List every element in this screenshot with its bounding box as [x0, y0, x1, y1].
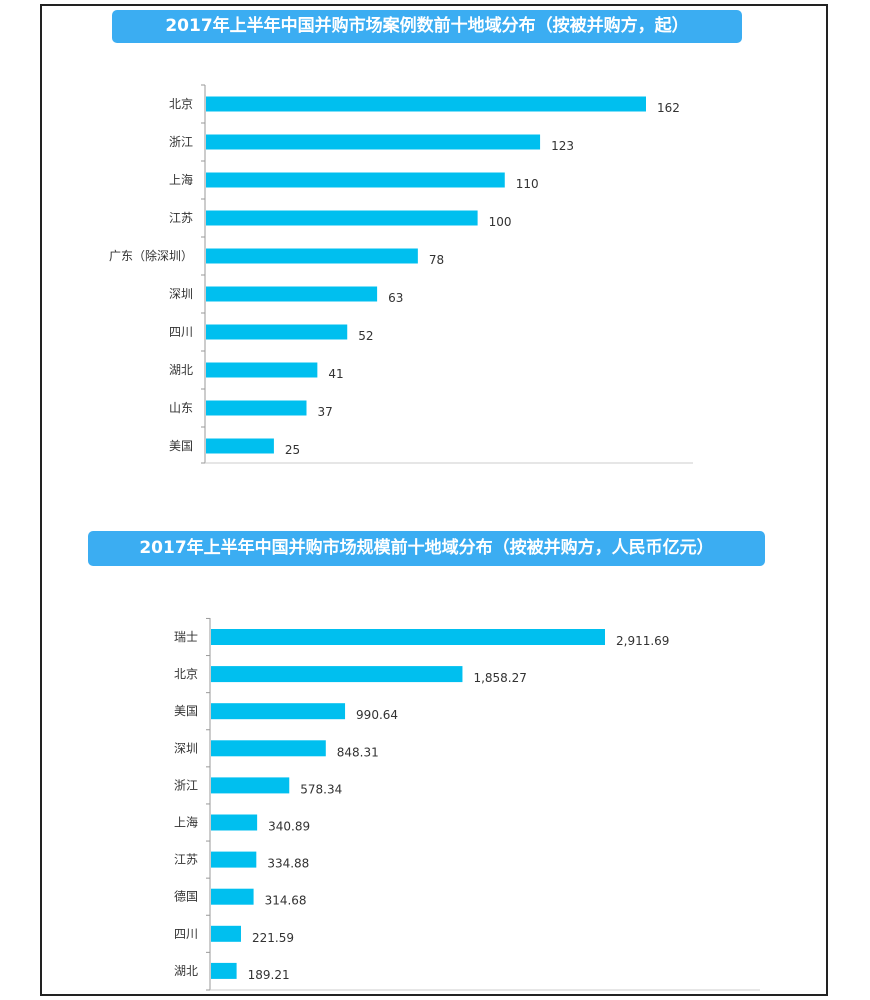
chart1-category-label: 四川	[169, 325, 193, 339]
chart1-value-label: 110	[516, 177, 539, 191]
chart2-category-label: 美国	[174, 704, 198, 718]
chart2-title: 2017年上半年中国并购市场规模前十地域分布（按被并购方，人民币亿元）	[88, 531, 765, 566]
chart2-category-label: 四川	[174, 927, 198, 941]
chart2-value-label: 2,911.69	[616, 634, 669, 648]
chart1-title: 2017年上半年中国并购市场案例数前十地域分布（按被并购方，起）	[112, 10, 742, 43]
chart1-category-label: 浙江	[169, 135, 193, 149]
chart1-bar-4	[206, 248, 418, 264]
chart2-value-label: 848.31	[337, 745, 379, 759]
chart2-bar-1	[211, 666, 463, 683]
chart1-bar-2	[206, 172, 505, 188]
chart2-category-label: 德国	[174, 889, 198, 904]
chart2-bar-3	[211, 740, 326, 757]
chart2-bar-0	[211, 629, 605, 645]
chart2-value-label: 314.68	[265, 894, 307, 908]
chart1-bar-9	[206, 438, 274, 454]
chart1-category-label: 山东	[169, 401, 193, 415]
chart2-bar-6	[211, 851, 257, 868]
chart1-bar-0	[206, 96, 646, 112]
chart1-bar-6	[206, 324, 348, 340]
chart2-category-label: 北京	[174, 667, 198, 681]
chart1-category-label: 深圳	[169, 287, 193, 301]
chart2-bar-8	[211, 925, 241, 942]
chart1-category-label: 上海	[169, 172, 193, 187]
chart2-value-label: 189.21	[248, 968, 290, 982]
chart1-value-label: 25	[285, 443, 300, 457]
chart2-category-label: 瑞士	[174, 630, 198, 644]
chart1-category-label: 江苏	[169, 211, 193, 225]
chart2-bar-5	[211, 814, 258, 831]
chart2-category-label: 浙江	[174, 778, 198, 792]
chart1-category-label: 湖北	[169, 362, 193, 377]
chart2-value-label: 990.64	[356, 708, 398, 722]
chart2-value-label: 221.59	[252, 931, 294, 945]
figure-frame	[40, 4, 828, 996]
chart1-category-label: 北京	[169, 97, 193, 111]
chart2-value-label: 334.88	[267, 857, 309, 871]
chart2-category-label: 深圳	[174, 741, 198, 755]
chart2-value-label: 1,858.27	[473, 671, 526, 685]
chart1-bar-1	[206, 134, 541, 150]
chart2-category-label: 上海	[174, 815, 198, 830]
chart1-bar-5	[206, 286, 378, 302]
chart2-bar-9	[211, 962, 237, 979]
chart1-category-label: 美国	[169, 439, 193, 453]
chart2-value-label: 340.89	[268, 820, 310, 834]
chart1-value-label: 162	[657, 101, 680, 115]
chart2-bar-7	[211, 888, 254, 905]
chart1-value-label: 123	[551, 139, 574, 153]
chart1-value-label: 41	[328, 367, 343, 381]
chart2-category-label: 江苏	[174, 853, 198, 867]
chart1-category-label: 广东（除深圳）	[109, 248, 193, 263]
chart1-value-label: 78	[429, 253, 444, 267]
chart2-category-label: 湖北	[174, 963, 198, 978]
chart2-bar-2	[211, 703, 346, 720]
chart2-value-label: 578.34	[300, 782, 342, 796]
chart1-bar-3	[206, 210, 478, 226]
chart1-value-label: 37	[317, 405, 332, 419]
chart2-bar-4	[211, 777, 290, 794]
chart1-bar-8	[206, 400, 307, 416]
chart1-value-label: 100	[489, 215, 512, 229]
chart1-value-label: 52	[358, 329, 373, 343]
chart1-bar-7	[206, 362, 318, 378]
chart1-value-label: 63	[388, 291, 403, 305]
